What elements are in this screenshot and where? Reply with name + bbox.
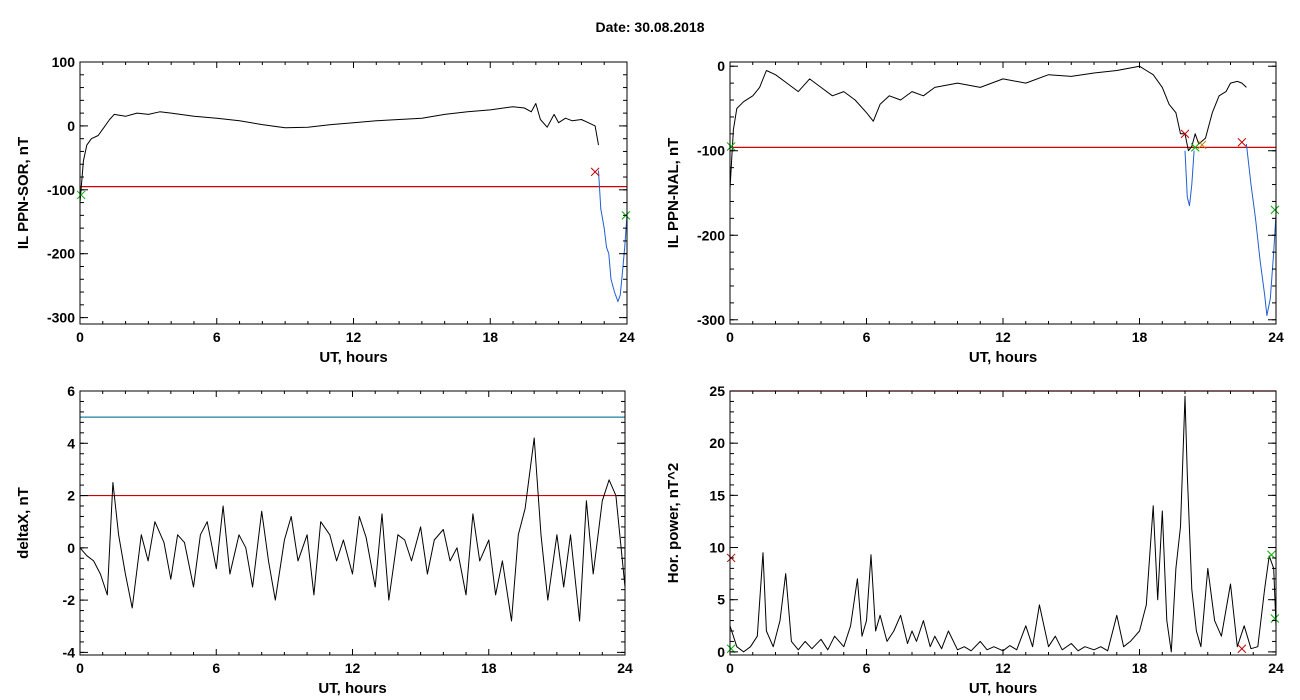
marker-x (1237, 644, 1247, 654)
x-tick-label: 0 (726, 329, 734, 345)
y-tick-label: 10 (709, 540, 725, 556)
y-tick-label: 0 (67, 540, 75, 556)
x-tick-label: 6 (863, 329, 871, 345)
y-tick-label: 20 (709, 435, 725, 451)
x-tick-label: 12 (995, 329, 1011, 345)
plot-frame (729, 61, 1277, 325)
x-tick-label: 12 (346, 329, 362, 345)
plot-frame (79, 390, 626, 656)
x-tick-label: 0 (76, 329, 84, 345)
marker-x (1180, 129, 1190, 139)
x-tick-label: 18 (1132, 660, 1148, 676)
series-line-1 (729, 65, 1247, 189)
y-tick-label: -200 (47, 246, 75, 262)
x-tick-label: 24 (619, 329, 635, 345)
marker-x (76, 190, 86, 200)
x-axis-label: UT, hours (319, 349, 387, 366)
y-tick-label: 2 (67, 488, 75, 504)
marker-x (1270, 205, 1280, 215)
y-tick-label: -2 (63, 592, 76, 608)
y-tick-label: -300 (697, 312, 725, 328)
y-tick-label: 6 (67, 383, 75, 399)
y-tick-label: -4 (63, 644, 76, 660)
y-axis-label: IL PPN-NAL, nT (665, 138, 682, 249)
x-axis-label: UT, hours (969, 680, 1037, 697)
x-tick-label: 6 (213, 329, 221, 345)
series-line-2 (1184, 150, 1195, 207)
series-line-1 (729, 395, 1277, 653)
x-tick-label: 24 (617, 660, 633, 676)
series-line-3 (1245, 143, 1277, 316)
plot-frame (79, 61, 628, 325)
y-tick-label: 4 (67, 435, 75, 451)
y-tick-label: 25 (709, 383, 725, 399)
y-axis-label: deltaX, nT (15, 487, 32, 559)
x-tick-label: 18 (481, 660, 497, 676)
y-axis-label: Hor. power, nT^2 (665, 463, 682, 583)
y-tick-label: 15 (709, 487, 725, 503)
x-tick-label: 0 (76, 660, 84, 676)
x-tick-label: 18 (1132, 329, 1148, 345)
y-tick-label: 0 (717, 58, 725, 74)
marker-x (726, 142, 736, 151)
x-tick-label: 12 (345, 660, 361, 676)
x-tick-label: 0 (726, 660, 734, 676)
y-tick-label: 5 (717, 592, 725, 608)
x-tick-label: 18 (482, 329, 498, 345)
series-line-1 (79, 437, 626, 622)
chart-panel-2: 0 6 12 18 24 -300 -200 -100 0 UT, hours IL PPN-NAL… (665, 58, 1284, 366)
x-axis-label: UT, hours (318, 680, 386, 697)
y-tick-label: -100 (47, 182, 75, 198)
y-tick-label: -200 (697, 227, 725, 243)
y-tick-label: 0 (717, 644, 725, 660)
chart-panel-4: 0 6 12 18 24 0 5 10 15 20 25 UT, hours Hor. power, n… (665, 383, 1284, 697)
x-tick-label: 24 (1268, 660, 1284, 676)
marker-x (1190, 143, 1200, 152)
chart-panel-1: 0 6 12 18 24 -300 -200 -100 0 100 UT, hours IL PPN-… (15, 54, 635, 366)
x-tick-label: 6 (863, 660, 871, 676)
series-line-1 (79, 103, 599, 203)
series-line-2 (598, 170, 628, 303)
marker-x (1237, 137, 1247, 147)
marker-x (1270, 614, 1280, 623)
x-tick-label: 12 (995, 660, 1011, 676)
x-axis-label: UT, hours (969, 349, 1037, 366)
marker-x (590, 167, 600, 177)
plot-frame (729, 390, 1277, 656)
y-tick-label: 0 (67, 118, 75, 134)
x-tick-label: 6 (212, 660, 220, 676)
marker-x (1197, 140, 1207, 150)
y-tick-label: -300 (47, 310, 75, 326)
x-tick-label: 24 (1268, 329, 1284, 345)
y-tick-label: -100 (697, 143, 725, 159)
page-title: Date: 30.08.2018 (595, 19, 705, 35)
y-tick-label: 100 (52, 54, 76, 70)
y-axis-label: IL PPN-SOR, nT (15, 137, 32, 249)
